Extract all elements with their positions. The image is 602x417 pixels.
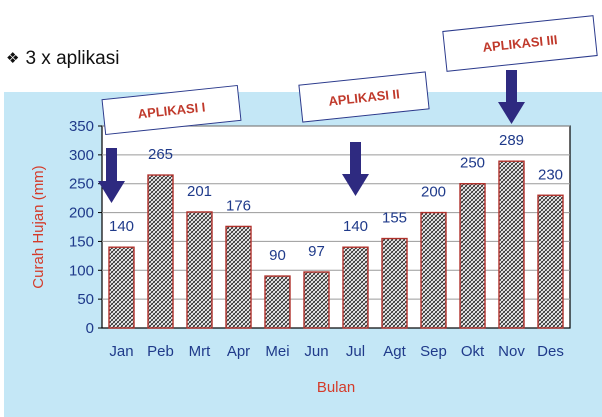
y-tick-label: 0 bbox=[86, 320, 94, 337]
diamond-bullet-icon: ❖ bbox=[6, 49, 20, 67]
data-label: 97 bbox=[308, 243, 325, 260]
data-label: 289 bbox=[499, 132, 524, 149]
bar-mrt bbox=[186, 211, 213, 329]
bar-peb bbox=[147, 174, 174, 329]
bar-jan bbox=[108, 246, 135, 329]
x-tick-label: Okt bbox=[461, 343, 485, 360]
data-label: 265 bbox=[148, 146, 173, 163]
x-axis-title: Bulan bbox=[317, 379, 355, 396]
y-tick-label: 100 bbox=[69, 262, 94, 279]
y-axis-title: Curah Hujan (mm) bbox=[30, 165, 47, 288]
bar-nov bbox=[498, 160, 525, 329]
plot-area bbox=[102, 126, 570, 328]
x-tick-label: Nov bbox=[498, 343, 525, 360]
x-tick-label: Peb bbox=[147, 343, 174, 360]
x-tick-label: Des bbox=[537, 343, 564, 360]
x-tick-label: Apr bbox=[227, 343, 250, 360]
data-label: 140 bbox=[109, 218, 134, 235]
bar-jul bbox=[342, 246, 369, 329]
bar-okt bbox=[459, 183, 486, 329]
x-tick-label: Sep bbox=[420, 343, 447, 360]
data-label: 201 bbox=[187, 183, 212, 200]
data-label: 250 bbox=[460, 155, 485, 172]
heading: ❖ 3 x aplikasi bbox=[6, 48, 119, 70]
y-tick-label: 250 bbox=[69, 176, 94, 193]
data-label: 200 bbox=[421, 184, 446, 201]
data-label: 90 bbox=[269, 247, 286, 264]
down-arrow-icon bbox=[98, 148, 125, 203]
y-tick-label: 200 bbox=[69, 205, 94, 222]
x-tick-label: Jun bbox=[304, 343, 328, 360]
data-label: 140 bbox=[343, 218, 368, 235]
down-arrow-icon bbox=[342, 142, 369, 196]
x-tick-label: Agt bbox=[383, 343, 406, 360]
data-label: 230 bbox=[538, 166, 563, 183]
y-tick-label: 350 bbox=[69, 118, 94, 135]
bar-mei bbox=[264, 275, 291, 329]
y-tick-label: 150 bbox=[69, 233, 94, 250]
bar-jun bbox=[303, 271, 330, 329]
x-tick-label: Jul bbox=[346, 343, 365, 360]
x-tick-label: Mrt bbox=[189, 343, 211, 360]
x-tick-label: Mei bbox=[265, 343, 289, 360]
data-label: 176 bbox=[226, 197, 251, 214]
bar-apr bbox=[225, 225, 252, 329]
bar-sep bbox=[420, 211, 447, 329]
bar-agt bbox=[381, 237, 408, 329]
down-arrow-icon bbox=[498, 70, 525, 124]
bar-des bbox=[537, 194, 564, 329]
data-label: 155 bbox=[382, 210, 407, 227]
y-tick-label: 300 bbox=[69, 147, 94, 164]
y-tick-label: 50 bbox=[77, 291, 94, 308]
heading-text: 3 x aplikasi bbox=[25, 48, 120, 69]
x-tick-label: Jan bbox=[109, 343, 133, 360]
